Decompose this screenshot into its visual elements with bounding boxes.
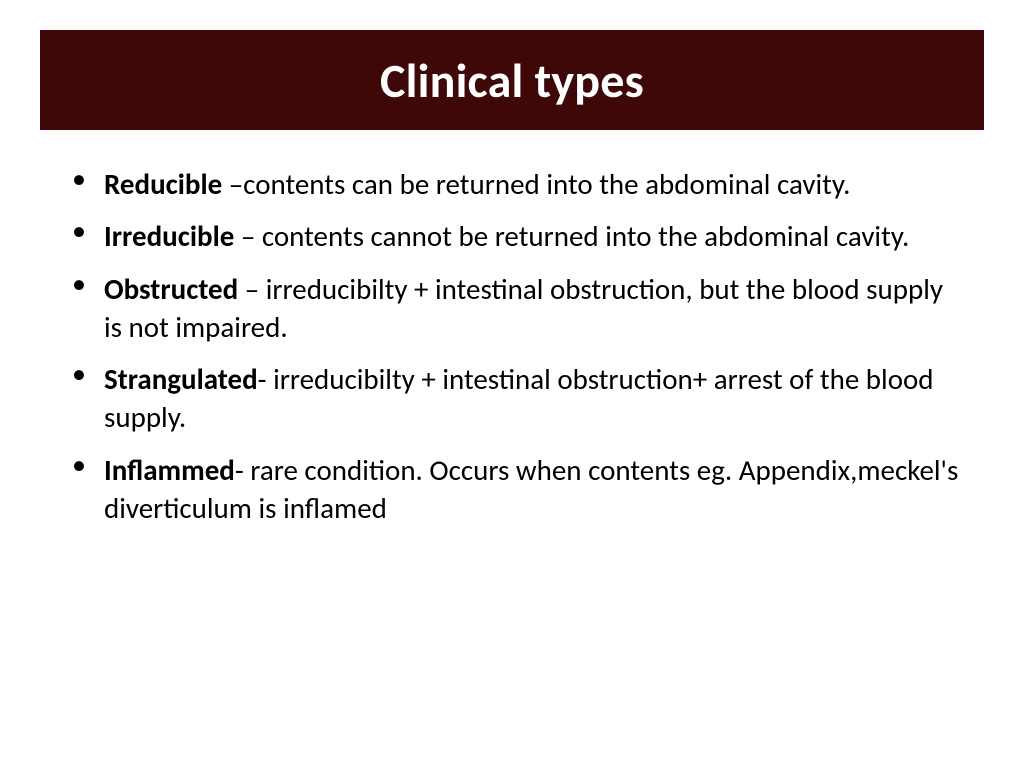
- slide: Clinical types Reducible –contents can b…: [0, 0, 1024, 768]
- term: Obstructed: [104, 271, 245, 307]
- term: Irreducible: [104, 218, 241, 254]
- list-item: Obstructed – irreducibilty + intestinal …: [64, 270, 960, 347]
- list-item: Irreducible – contents cannot be returne…: [64, 217, 960, 255]
- desc: –contents can be returned into the abdom…: [229, 166, 851, 202]
- term: Reducible: [104, 166, 229, 202]
- term: Inflammed: [104, 452, 235, 488]
- slide-title: Clinical types: [380, 51, 644, 110]
- list-item: Reducible –contents can be returned into…: [64, 165, 960, 203]
- term: Strangulated: [104, 361, 258, 397]
- desc: – contents cannot be returned into the a…: [241, 218, 909, 254]
- title-bar: Clinical types: [40, 30, 984, 130]
- content-area: Reducible –contents can be returned into…: [64, 165, 960, 541]
- list-item: Strangulated- irreducibilty + intestinal…: [64, 360, 960, 437]
- bullet-list: Reducible –contents can be returned into…: [64, 165, 960, 527]
- list-item: Inflammed- rare condition. Occurs when c…: [64, 451, 960, 528]
